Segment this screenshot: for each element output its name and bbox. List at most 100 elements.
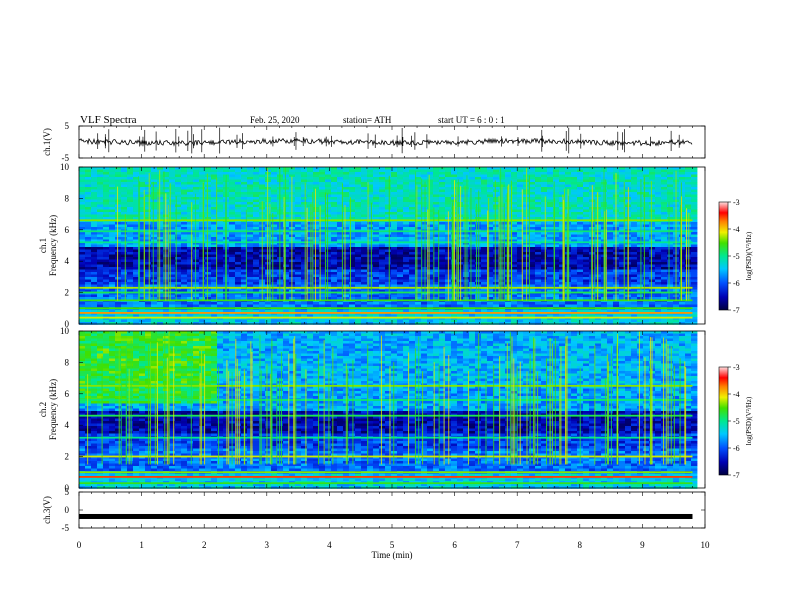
spectrogram-cell — [91, 279, 98, 283]
spectrogram-cell — [205, 224, 212, 228]
spectrogram-cell — [157, 209, 164, 213]
spectrogram-cell — [547, 239, 554, 243]
spectrogram-cell — [133, 217, 140, 220]
spectrogram-cell — [79, 194, 86, 198]
spectrogram-cell — [241, 282, 248, 285]
spectrogram-cell — [583, 234, 590, 238]
spectrogram-cell — [655, 214, 662, 218]
spectrogram-cell — [379, 234, 386, 238]
spectrogram-cell — [619, 189, 626, 193]
spectrogram-cell — [271, 174, 278, 178]
spectrogram-cell — [139, 187, 146, 190]
spectrogram-cell — [631, 214, 638, 218]
spectrogram-cell — [187, 167, 194, 170]
spectrogram-cell — [145, 234, 152, 238]
spectrogram-cell — [397, 239, 404, 243]
spectrogram-cell — [571, 212, 578, 215]
spectrogram-cell — [145, 187, 152, 190]
spectrogram-cell — [205, 184, 212, 188]
spectrogram-cell — [547, 192, 554, 195]
spectrogram-cell — [553, 247, 560, 250]
spectrogram-cell — [319, 189, 326, 193]
spectrogram-cell — [391, 252, 398, 255]
spectrogram-cell — [517, 269, 524, 273]
spectrogram-cell — [259, 182, 266, 185]
spectrogram-cell — [349, 274, 356, 278]
spectrogram-cell — [349, 179, 356, 183]
spectrogram-cell — [373, 177, 380, 180]
spectrogram-cell — [685, 209, 692, 213]
spectrogram-cell — [535, 262, 542, 265]
spectrogram-cell — [691, 269, 698, 273]
spectrogram-cell — [679, 239, 686, 243]
spectrogram-cell — [583, 182, 590, 185]
spectrogram-cell — [655, 222, 662, 225]
spectrogram-cell — [133, 224, 140, 228]
spectrogram-cell — [301, 274, 308, 278]
spectrogram-cell — [487, 179, 494, 183]
spectrogram-cell — [433, 214, 440, 218]
spectrogram-cell — [391, 282, 398, 285]
spectrogram-cell — [241, 242, 248, 245]
spectrogram-cell — [109, 272, 116, 275]
spectrogram-cell — [217, 182, 224, 185]
spectrogram-cell — [235, 169, 242, 173]
spectrogram-cell — [337, 222, 344, 225]
spectrogram-cell — [193, 237, 200, 240]
spectrogram-cell — [649, 252, 656, 255]
spectrogram-cell — [103, 269, 110, 273]
spectrogram-cell — [661, 202, 668, 205]
spectrogram-cell — [343, 277, 350, 280]
spectrogram-cell — [691, 207, 698, 210]
spectrogram-cell — [85, 254, 92, 258]
spectrogram-cell — [415, 224, 422, 228]
spectrogram-cell — [571, 232, 578, 235]
spectrogram-cell — [349, 169, 356, 173]
spectrogram-cell — [487, 199, 494, 203]
spectrogram-cell — [253, 224, 260, 228]
spectrogram-cell — [337, 282, 344, 285]
spectrogram-cell — [631, 187, 638, 190]
spectrogram-cell — [103, 224, 110, 228]
spectrogram-cell — [559, 172, 566, 175]
spectrogram-cell — [205, 247, 212, 250]
spectrogram-cell — [355, 192, 362, 195]
spectrogram-cell — [427, 254, 434, 258]
spectrogram-cell — [475, 172, 482, 175]
spectrogram-cell — [169, 249, 176, 253]
spectrogram-cell — [91, 177, 98, 180]
spectrogram-cell — [397, 252, 404, 255]
spectrogram-cell — [301, 227, 308, 230]
spectrogram-cell — [181, 214, 188, 218]
spectrogram-cell — [307, 269, 314, 273]
spectrogram-cell — [391, 277, 398, 280]
spectrogram-cell — [433, 197, 440, 200]
spectrogram-cell — [385, 197, 392, 200]
spectrogram-cell — [685, 267, 692, 270]
spectrogram-cell — [427, 224, 434, 228]
spectrogram-cell — [217, 199, 224, 203]
spectrogram-cell — [253, 272, 260, 275]
spectrogram-cell — [127, 222, 134, 225]
spectrogram-cell — [295, 199, 302, 203]
spectrogram-cell — [397, 179, 404, 183]
spectrogram-cell — [517, 227, 524, 230]
spectrogram-cell — [397, 172, 404, 175]
spectrogram-cell — [427, 247, 434, 250]
spectrogram-cell — [667, 232, 674, 235]
spectrogram-cell — [331, 277, 338, 280]
spectrogram-cell — [217, 242, 224, 245]
spectrogram-cell — [427, 262, 434, 265]
spectrogram-cell — [427, 239, 434, 243]
spectrogram-cell — [301, 239, 308, 243]
spectrogram-cell — [187, 189, 194, 193]
spectrogram-cell — [181, 247, 188, 250]
spectrogram-cell — [667, 209, 674, 213]
spectrogram-cell — [481, 189, 488, 193]
spectrogram-cell — [439, 277, 446, 280]
spectrogram-cell — [211, 192, 218, 195]
spectrogram-cell — [631, 234, 638, 238]
spectrogram-cell — [403, 272, 410, 275]
spectrogram-cell — [487, 189, 494, 193]
spectrogram-cell — [349, 194, 356, 198]
